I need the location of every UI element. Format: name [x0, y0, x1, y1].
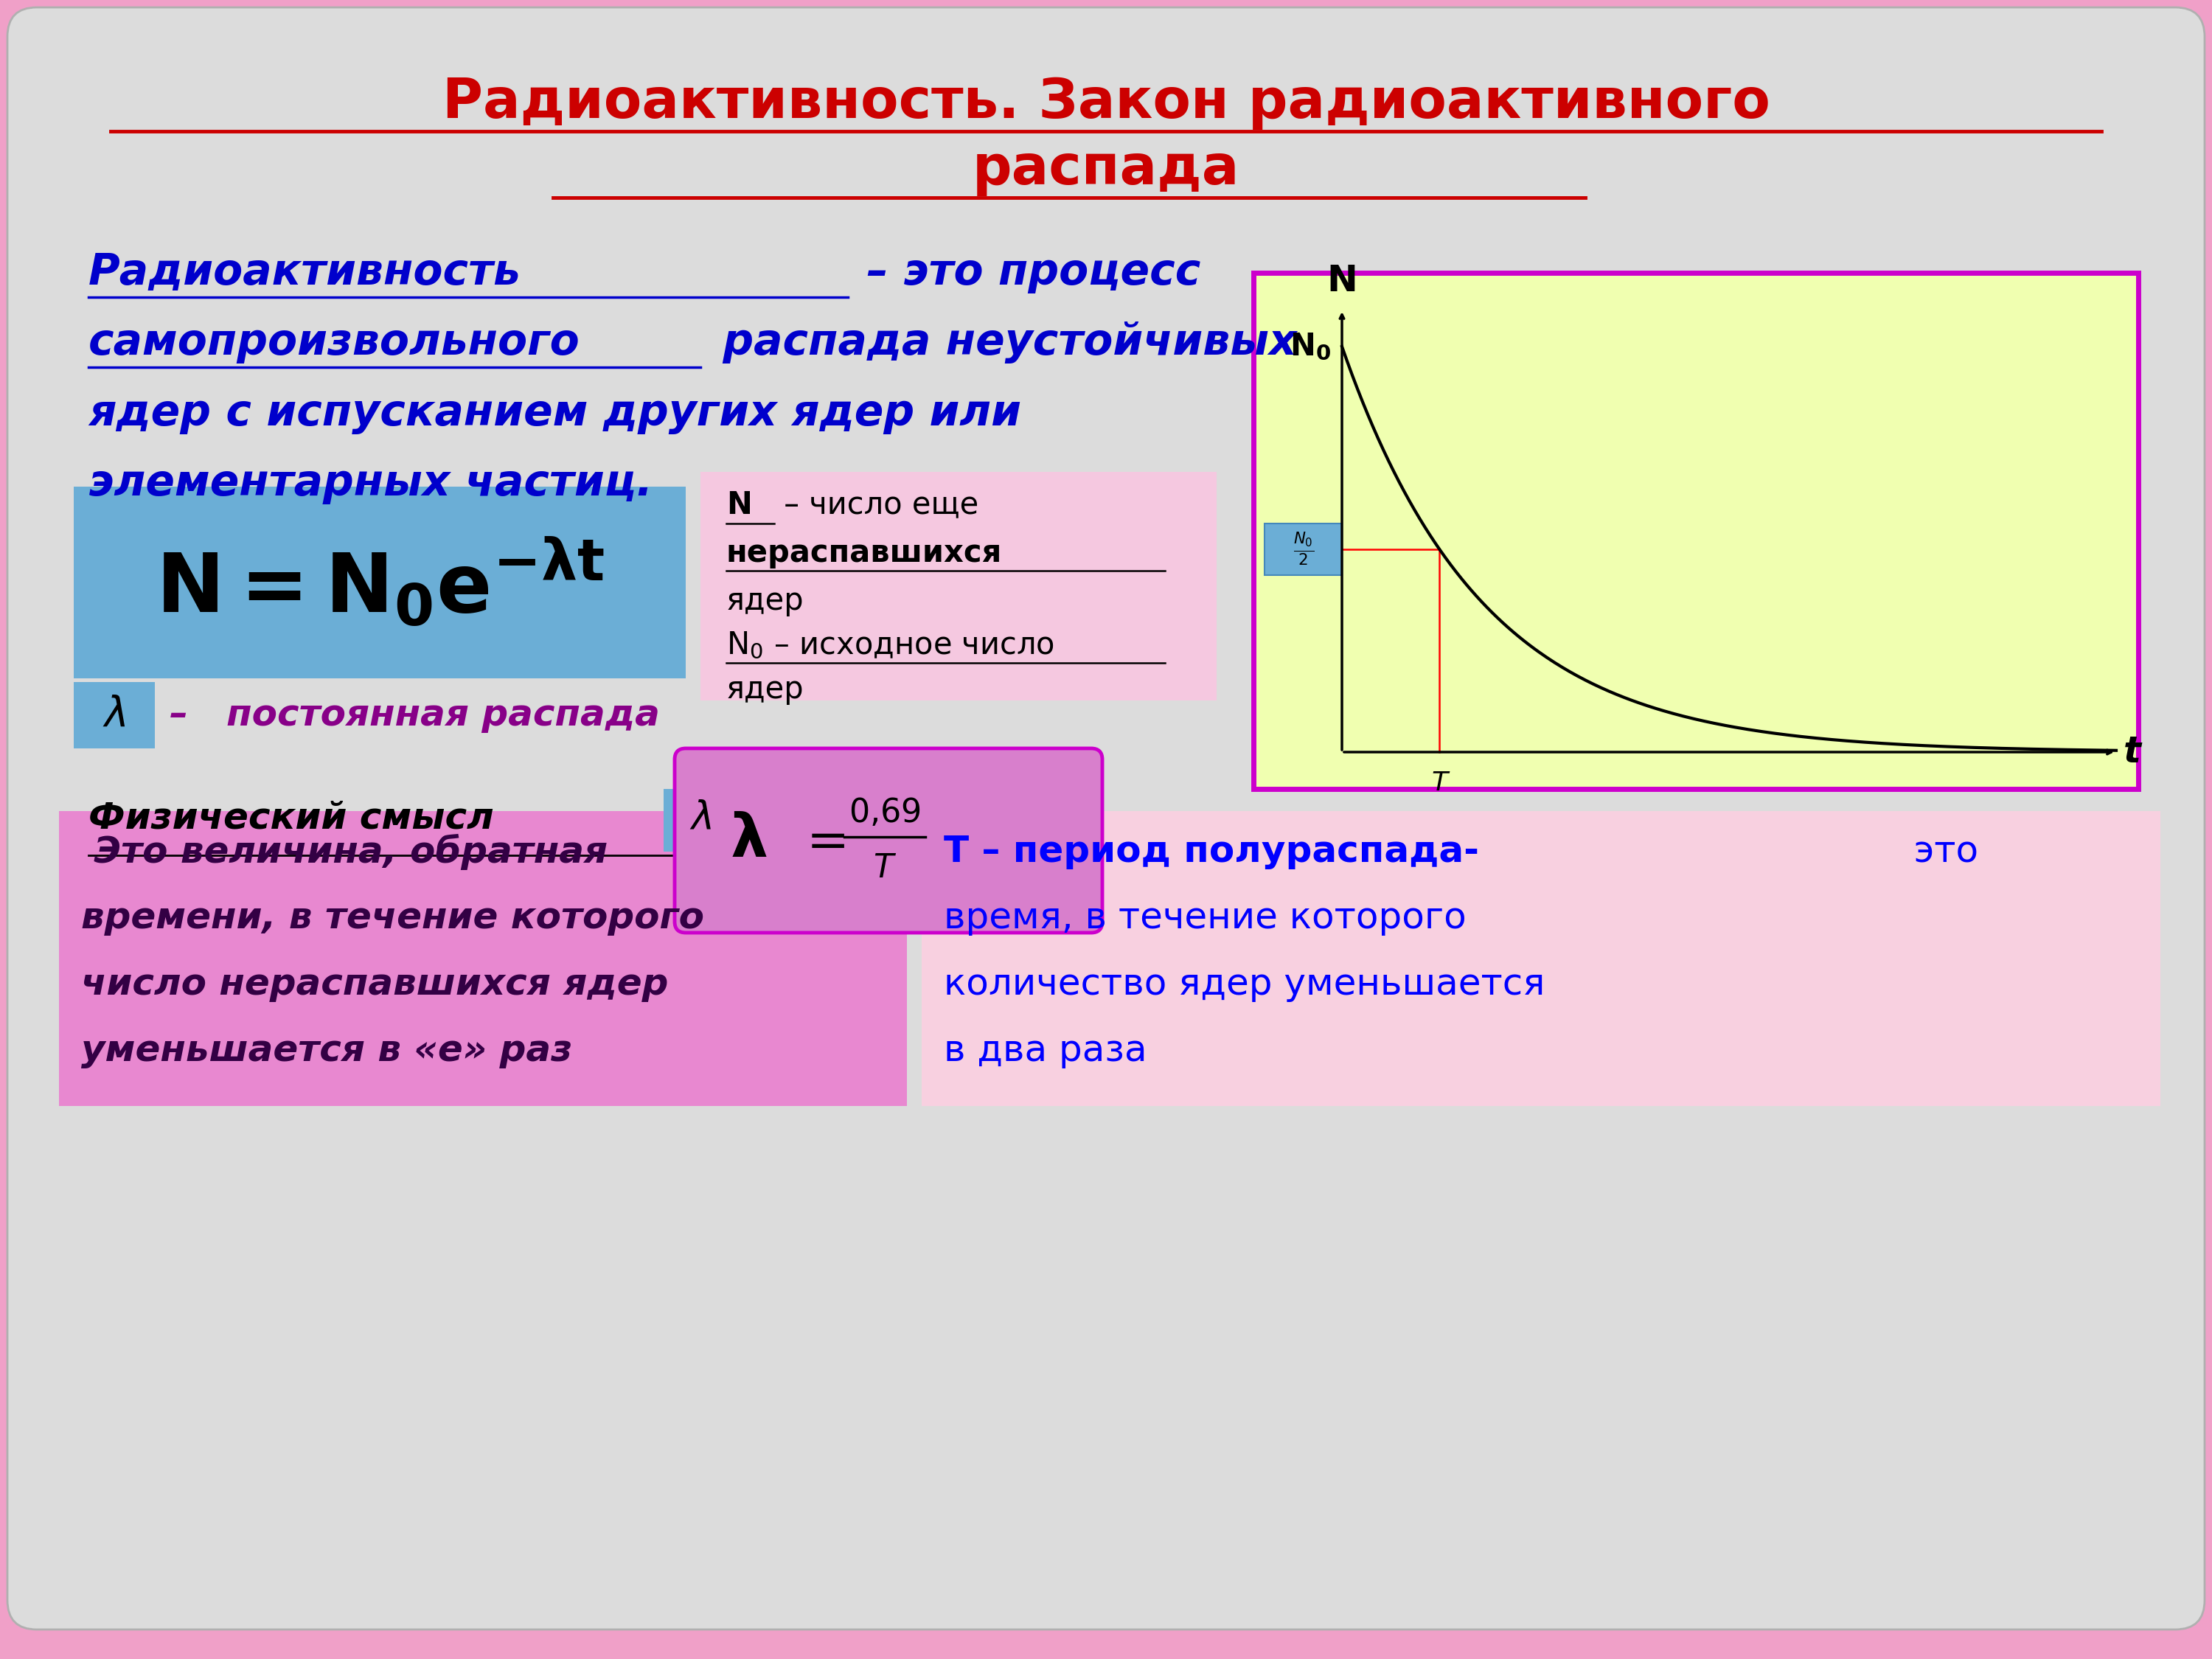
Text: $\lambda$: $\lambda$ — [102, 695, 126, 735]
FancyBboxPatch shape — [60, 811, 907, 1107]
Text: количество ядер уменьшается: количество ядер уменьшается — [945, 967, 1544, 1002]
FancyBboxPatch shape — [664, 790, 737, 851]
Text: T: T — [1431, 770, 1447, 796]
FancyBboxPatch shape — [7, 7, 2205, 1629]
Text: распада: распада — [973, 143, 1239, 196]
Text: :: : — [748, 801, 776, 836]
FancyBboxPatch shape — [1265, 524, 1343, 576]
Text: $\mathbf{\lambda}$: $\mathbf{\lambda}$ — [730, 811, 768, 869]
Text: Физический смысл: Физический смысл — [88, 801, 493, 836]
Text: ядер с испусканием других ядер или: ядер с испусканием других ядер или — [88, 392, 1022, 435]
Text: $=$: $=$ — [796, 816, 845, 866]
Text: ядер: ядер — [726, 674, 805, 705]
Text: $\mathbf{N = N_0e^{-\lambda t}}$: $\mathbf{N = N_0e^{-\lambda t}}$ — [155, 536, 604, 629]
Text: время, в течение которого: время, в течение которого — [945, 901, 1467, 936]
FancyBboxPatch shape — [922, 811, 2161, 1107]
Text: – это процесс: – это процесс — [852, 252, 1201, 294]
Text: ядер: ядер — [726, 586, 805, 617]
Text: это: это — [1902, 834, 1978, 869]
Text: распада неустойчивых: распада неустойчивых — [708, 322, 1296, 363]
FancyBboxPatch shape — [1254, 272, 2139, 790]
Text: $\lambda$: $\lambda$ — [690, 800, 712, 838]
FancyBboxPatch shape — [701, 471, 1217, 700]
Text: N: N — [1327, 264, 1358, 299]
Text: в два раза: в два раза — [945, 1034, 1148, 1068]
Text: t: t — [2124, 735, 2141, 770]
Text: Т – период полураспада-: Т – период полураспада- — [945, 834, 1480, 869]
FancyBboxPatch shape — [73, 486, 686, 679]
Text: – число еще: – число еще — [774, 489, 978, 521]
FancyBboxPatch shape — [73, 682, 155, 748]
Text: элементарных частиц.: элементарных частиц. — [88, 461, 653, 504]
Text: Это величина, обратная: Это величина, обратная — [82, 833, 608, 869]
Text: $\mathbf{N_0}$: $\mathbf{N_0}$ — [1290, 332, 1332, 362]
Text: N: N — [726, 489, 752, 521]
Text: самопроизвольного: самопроизвольного — [88, 322, 580, 363]
Text: Радиоактивность: Радиоактивность — [88, 252, 522, 294]
Text: $\mathrm{N_0}$ – исходное число: $\mathrm{N_0}$ – исходное число — [726, 630, 1055, 660]
Text: $\frac{N_0}{2}$: $\frac{N_0}{2}$ — [1294, 531, 1314, 567]
Text: –   постоянная распада: – постоянная распада — [170, 697, 659, 733]
Text: $T$: $T$ — [874, 853, 896, 884]
Text: уменьшается в «е» раз: уменьшается в «е» раз — [82, 1034, 573, 1068]
Text: нераспавшихся: нераспавшихся — [726, 538, 1002, 569]
FancyBboxPatch shape — [675, 748, 1102, 932]
Text: времени, в течение которого: времени, в течение которого — [82, 901, 703, 936]
Text: Радиоактивность. Закон радиоактивного: Радиоактивность. Закон радиоактивного — [442, 76, 1770, 129]
Text: $0{,}69$: $0{,}69$ — [849, 796, 920, 828]
Text: число нераспавшихся ядер: число нераспавшихся ядер — [82, 967, 668, 1002]
